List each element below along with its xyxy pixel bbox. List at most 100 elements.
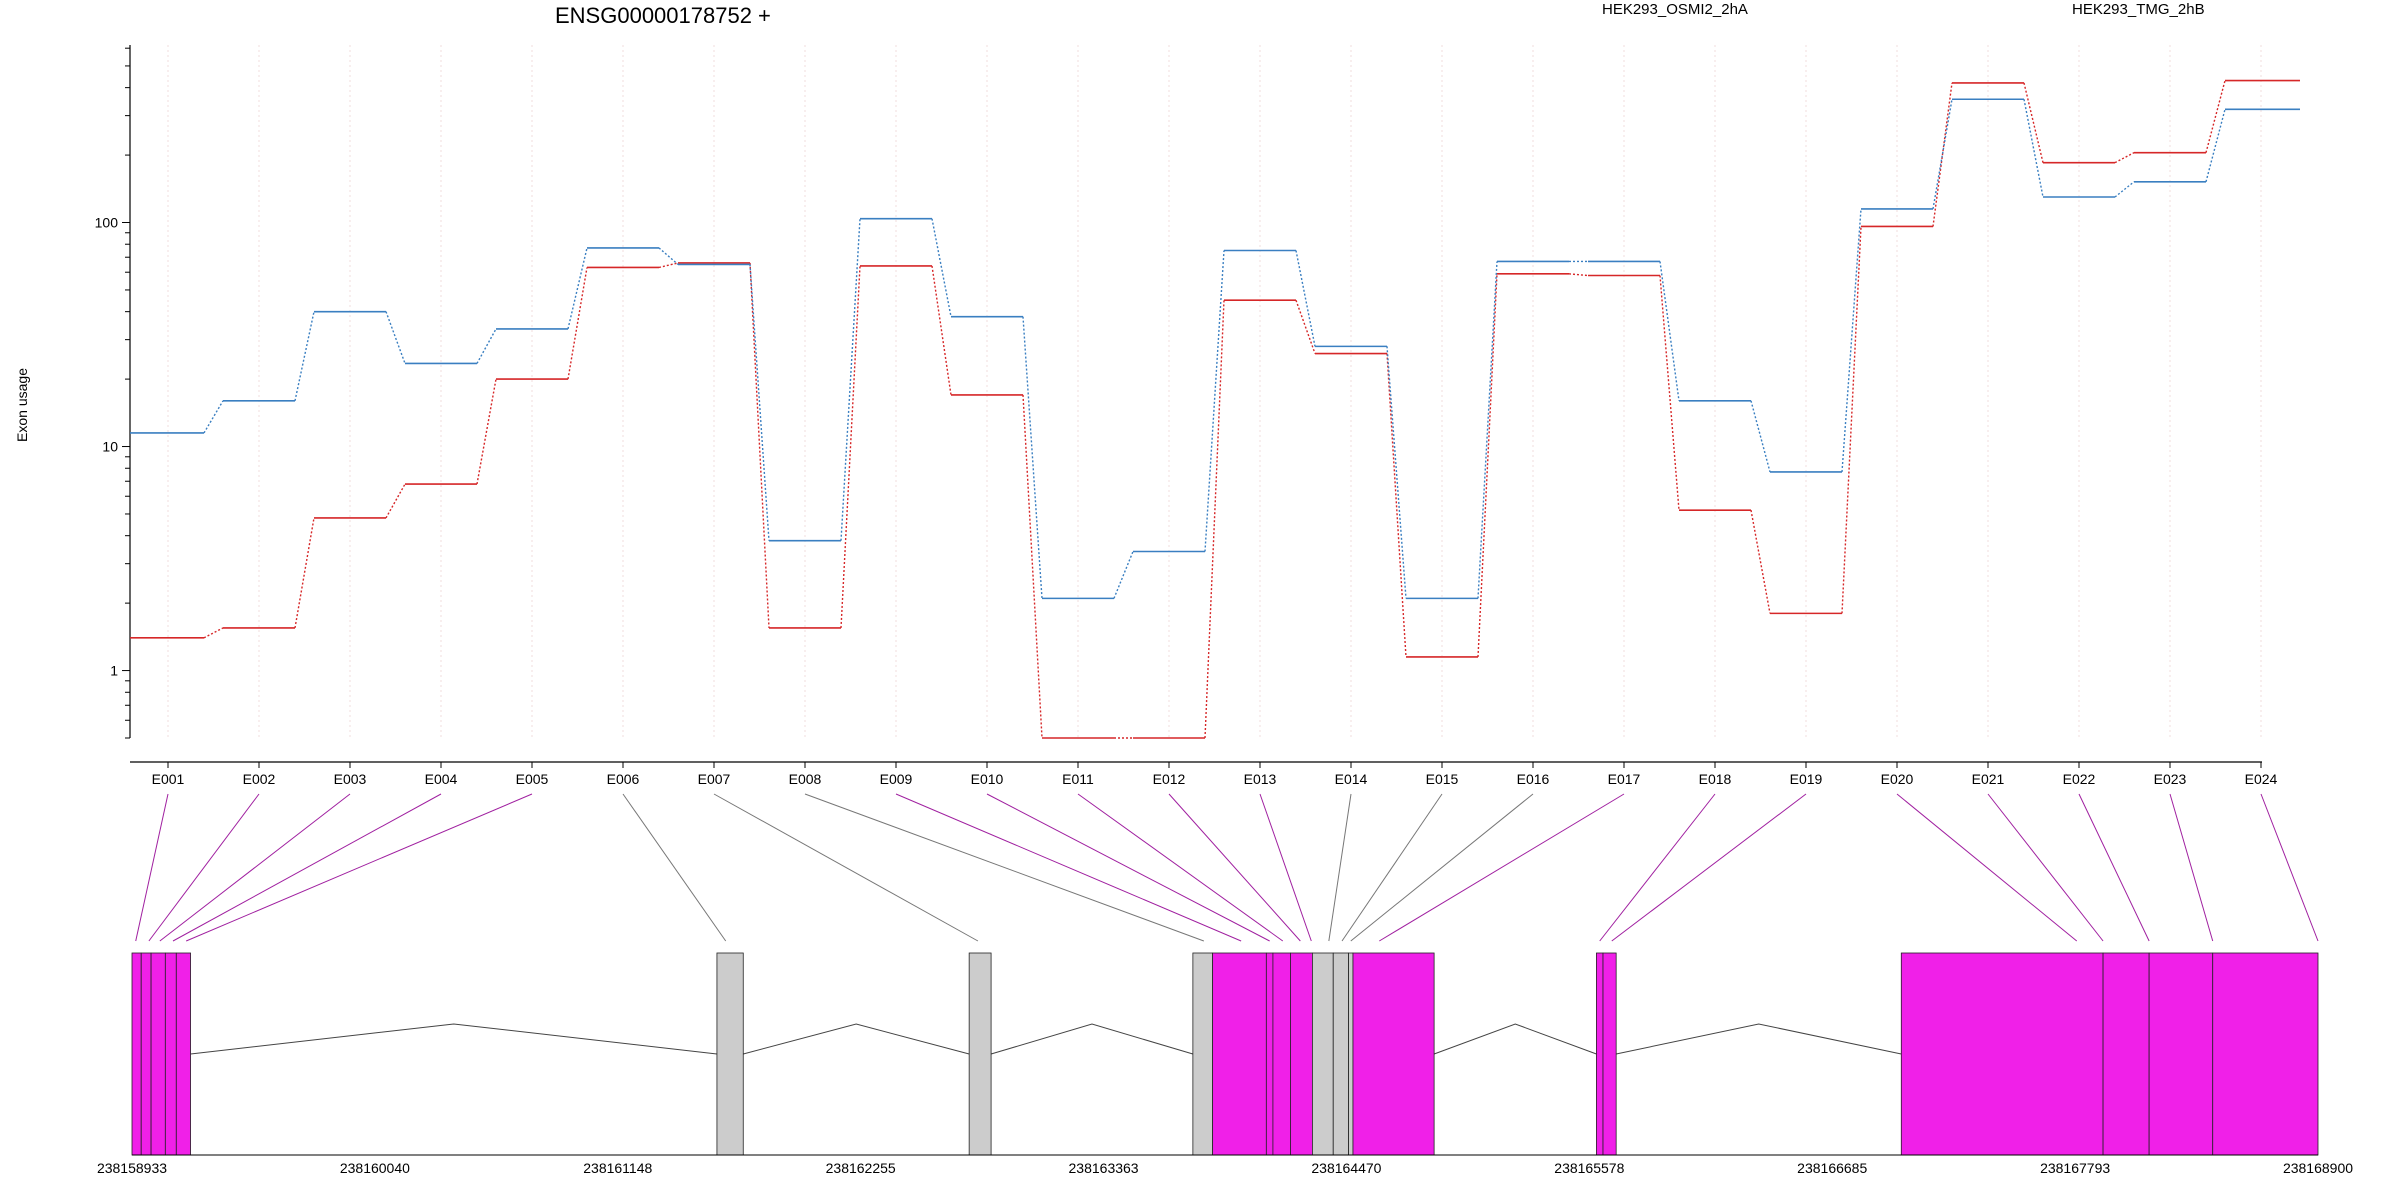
exon-box-e018 <box>1602 952 1617 1156</box>
series-2-connector <box>1204 250 1225 552</box>
series-2-connector <box>385 311 406 364</box>
exon-box-e016 <box>1352 952 1435 1156</box>
series-1-connector <box>294 517 315 629</box>
series-1-connector <box>1659 275 1680 511</box>
exon-box-e013 <box>1312 952 1334 1156</box>
x-tick-label-e008: E008 <box>789 771 822 787</box>
series-1-connector <box>1022 394 1043 739</box>
x-tick-label-e013: E013 <box>1244 771 1277 787</box>
series-1-connector <box>1386 353 1407 658</box>
coordinate-label: 238161148 <box>583 1160 652 1176</box>
axis-layer: 1 10 100 E001 E002 E003 E004 E005 E006 E007 E008 E0… <box>95 45 2278 787</box>
x-tick-label-e004: E004 <box>425 771 458 787</box>
series-2-connector <box>658 247 679 265</box>
exon-box-e001 <box>131 952 142 1156</box>
exon-box-e012 <box>1290 952 1313 1156</box>
coordinate-label: 238164470 <box>1311 1160 1381 1176</box>
series-1-connector <box>2205 80 2226 153</box>
series-1-connector <box>1477 273 1498 657</box>
series-2-connector <box>1386 346 1407 599</box>
exon-box-e019 <box>1900 952 2104 1156</box>
x-tick-label-e020: E020 <box>1881 771 1914 787</box>
exon-box-e014 <box>1332 952 1349 1156</box>
exon-connector-e004 <box>172 793 442 942</box>
x-tick-label-e015: E015 <box>1426 771 1459 787</box>
series-2-connector <box>2114 181 2135 198</box>
exon-connector-e013 <box>1259 793 1312 942</box>
exon-connector-e005 <box>185 793 533 942</box>
exon-box-e010 <box>1265 952 1274 1156</box>
exon-connector-e008 <box>804 793 1205 942</box>
legend-series-2: HEK293_TMG_2hB <box>2072 1 2205 18</box>
y-axis-label: Exon usage <box>14 368 30 442</box>
coordinate-label: 238162255 <box>826 1160 896 1176</box>
y-tick-label: 1 <box>110 663 118 679</box>
series-1-connector <box>203 627 224 639</box>
series-2 <box>130 98 2300 600</box>
series-1-connector <box>1932 82 1953 227</box>
y-tick-label: 100 <box>95 215 119 231</box>
coordinate-label: 238158933 <box>97 1160 167 1176</box>
intron <box>990 1023 1194 1055</box>
series-2-connector <box>931 218 952 317</box>
x-tick-label-e021: E021 <box>1972 771 2005 787</box>
series-1-connector <box>658 262 679 269</box>
exon-box-e022 <box>2212 952 2319 1156</box>
series-2-connector <box>1022 316 1043 599</box>
exon-connector-e023 <box>2169 793 2214 942</box>
exon-connector-e012 <box>1168 793 1301 942</box>
exon-connector-e020 <box>1896 793 2078 942</box>
exon-connector-e006 <box>622 793 727 942</box>
series-2-connector <box>203 400 224 434</box>
exon-box-e021 <box>2148 952 2214 1156</box>
exon-connector-e014 <box>1328 793 1352 942</box>
intron <box>190 1023 717 1055</box>
exon-box-e009 <box>1212 952 1267 1156</box>
intron <box>743 1023 970 1055</box>
exon-connector-e024 <box>2260 793 2319 942</box>
exon-box-e017 <box>1596 952 1604 1156</box>
series-2-connector <box>294 311 315 401</box>
x-tick-label-e012: E012 <box>1153 771 1186 787</box>
exon-connector-e002 <box>148 793 260 942</box>
x-tick-label-e019: E019 <box>1790 771 1823 787</box>
exon-connector-e018 <box>1599 793 1716 942</box>
x-tick-label-e007: E007 <box>698 771 731 787</box>
exon-connector-e019 <box>1611 793 1807 942</box>
series-2-connector <box>1113 551 1134 599</box>
series-2-connector <box>1750 400 1771 473</box>
x-tick-label-e006: E006 <box>607 771 640 787</box>
exon-connector-e001 <box>135 793 169 942</box>
series-1-connector <box>1841 226 1862 614</box>
exon-connector-e010 <box>986 793 1270 942</box>
coordinate-label: 238168900 <box>2283 1160 2353 1176</box>
exon-connector-e015 <box>1341 793 1443 942</box>
series-2-connector <box>840 218 861 541</box>
series-2-connector <box>749 264 770 541</box>
series-1-connector <box>1750 510 1771 614</box>
series-1-connector <box>567 267 588 380</box>
exon-box-e020 <box>2102 952 2150 1156</box>
x-tick-label-e011: E011 <box>1062 771 1094 787</box>
exon-box-e015 <box>1348 952 1354 1156</box>
x-tick-label-e022: E022 <box>2063 771 2096 787</box>
series-2-connector <box>2023 99 2044 198</box>
series-2-connector <box>1295 250 1316 347</box>
x-tick-label-e003: E003 <box>334 771 367 787</box>
chart-title: ENSG00000178752 + <box>555 3 771 28</box>
series-1-connector <box>931 265 952 396</box>
exon-box-e011 <box>1272 952 1291 1156</box>
x-tick-label-e005: E005 <box>516 771 549 787</box>
exon-box-e006 <box>716 952 744 1156</box>
legend-series-1: HEK293_OSMI2_2hA <box>1602 1 1748 18</box>
series-1-connector <box>2114 152 2135 164</box>
exon-connector-e009 <box>895 793 1242 942</box>
series-2-connector <box>2205 109 2226 182</box>
x-tick-label-e001: E001 <box>152 771 185 787</box>
grid-layer <box>167 45 2262 738</box>
exon-box-e007 <box>968 952 992 1156</box>
coordinate-label: 238166685 <box>1797 1160 1867 1176</box>
series-1-connector <box>1295 299 1316 354</box>
exon-connector-e021 <box>1987 793 2104 942</box>
